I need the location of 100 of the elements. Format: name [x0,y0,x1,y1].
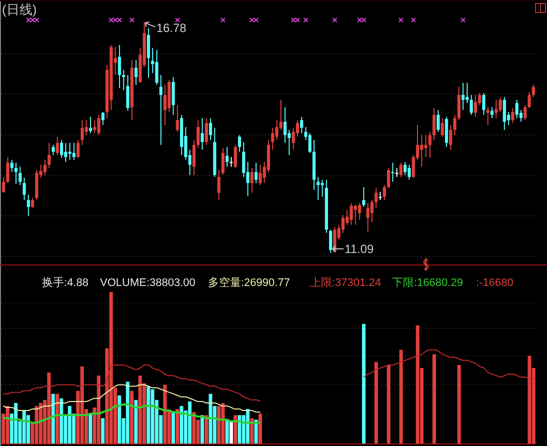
candlestick [528,92,531,108]
bar [51,394,55,444]
bar [362,324,366,444]
candlestick [404,161,407,176]
candlestick [10,159,14,173]
candlestick [470,94,473,116]
bar [47,372,51,444]
candlestick [234,144,237,169]
text: 多空量:26990.77 [208,276,290,289]
candlestick [424,134,428,158]
bar [457,364,461,444]
candlestick [2,176,6,194]
candlestick [474,94,478,118]
bar [386,364,390,444]
bar [130,390,134,444]
candlestick [482,92,486,116]
candlestick [466,82,469,104]
candlestick [84,120,88,136]
bar [68,406,72,444]
candlestick [300,116,304,134]
bar [96,376,100,444]
text: 换手:4.88 [42,276,88,289]
candlestick [101,112,104,126]
text: :-16680 [476,277,514,289]
bar [176,409,180,444]
bar [234,415,238,444]
candlestick [230,156,233,168]
chart-title: (日线) [2,2,37,17]
candlestick [122,69,126,91]
candlestick [97,114,100,136]
bar [55,394,59,444]
candlestick [43,159,47,176]
candlestick [453,114,456,136]
candlestick [374,187,378,208]
candlestick [226,146,229,168]
bar [258,414,262,444]
candlestick [457,86,460,121]
bar [26,415,30,444]
candlestick [217,170,220,201]
bar [200,415,204,444]
bar [171,412,175,444]
candlestick [308,132,312,154]
candlestick [391,162,394,182]
candlestick [221,148,225,176]
candlestick [420,134,424,168]
bar [109,292,113,444]
candlestick [271,127,274,150]
candlestick [163,84,167,126]
candlestick [88,116,92,134]
candlestick [48,142,51,169]
candlestick [64,142,68,162]
candlestick [449,124,452,150]
bar [80,366,84,444]
candlestick [6,156,10,184]
bar [192,412,196,444]
bar [60,398,64,444]
candlestick [329,229,332,254]
candlestick [192,140,196,176]
bar [22,410,26,444]
candlestick [209,118,212,141]
bar [188,401,192,444]
candlestick [524,104,527,121]
candlestick [14,162,18,184]
bar [101,418,105,444]
candlestick [172,76,175,116]
candlestick [494,99,498,119]
bar [528,356,532,444]
bar [138,376,142,444]
candlestick [320,179,324,198]
candlestick [60,140,64,158]
text: 上限:37301.24 [310,276,381,289]
candlestick [204,118,208,146]
candlestick [316,176,320,201]
bar [118,395,122,444]
candlestick [146,28,150,78]
candlestick [26,194,30,216]
candlestick [134,60,138,86]
candlestick [284,106,287,144]
candlestick [366,202,370,232]
candlestick [350,202,353,226]
bar [229,421,233,444]
candlestick [18,166,22,186]
bar [250,418,254,444]
candlestick [490,106,494,119]
candlestick [258,164,262,186]
candlestick [440,118,444,138]
candlestick [436,109,440,132]
candlestick [346,209,349,226]
annotation: 16.78 [156,20,187,35]
candlestick [275,120,278,141]
candlestick [502,96,506,130]
candlestick [515,99,518,119]
candlestick [444,116,448,148]
bar [238,415,242,444]
bar [208,394,212,444]
candlestick [498,97,502,113]
candlestick [428,131,432,158]
bar [225,420,229,444]
bar [180,406,184,444]
bar [150,389,154,444]
